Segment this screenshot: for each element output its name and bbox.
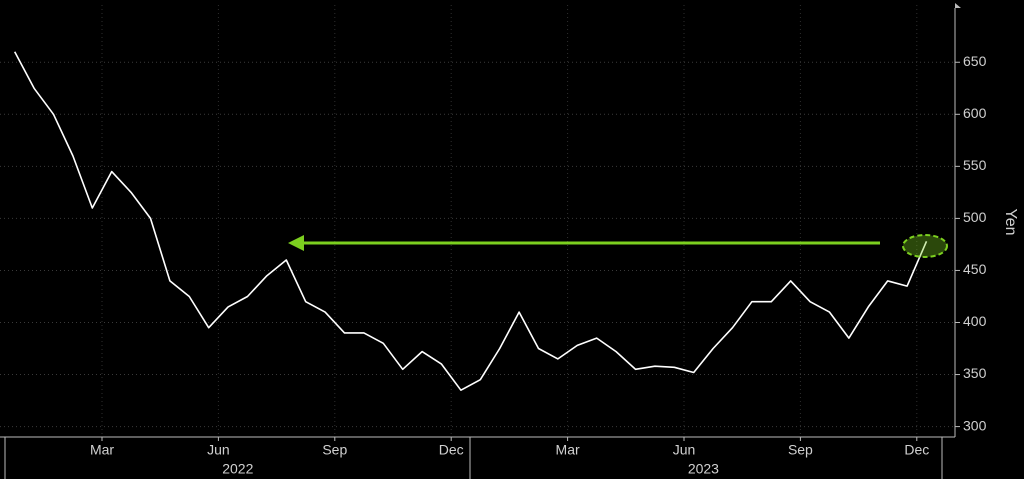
y-tick-label: 500 — [963, 209, 987, 225]
x-tick-label: Dec — [904, 442, 929, 458]
grid — [0, 5, 960, 441]
y-axis-label: Yen — [1002, 209, 1019, 236]
x-tick-label: Mar — [556, 442, 580, 458]
annotation — [288, 234, 948, 258]
x-tick-label: Mar — [90, 442, 114, 458]
highlight-ellipse — [902, 234, 948, 258]
y-tick-label: 300 — [963, 417, 987, 433]
x-tick-label: Jun — [673, 442, 696, 458]
price-line — [13, 51, 928, 391]
arrow-head — [288, 235, 304, 251]
year-label: 2022 — [222, 461, 253, 477]
x-tick-label: Sep — [322, 442, 347, 458]
y-tick-label: 600 — [963, 105, 987, 121]
y-tick-label: 350 — [963, 365, 987, 381]
y-tick-label: 450 — [963, 261, 987, 277]
y-tick-label: 550 — [963, 157, 987, 173]
x-tick-label: Sep — [788, 442, 813, 458]
plot — [13, 51, 928, 391]
axis-arrow — [955, 3, 961, 8]
y-tick-label: 400 — [963, 313, 987, 329]
x-tick-label: Dec — [439, 442, 464, 458]
year-label: 2023 — [688, 461, 719, 477]
x-tick-label: Jun — [207, 442, 230, 458]
y-tick-label: 650 — [963, 53, 987, 69]
